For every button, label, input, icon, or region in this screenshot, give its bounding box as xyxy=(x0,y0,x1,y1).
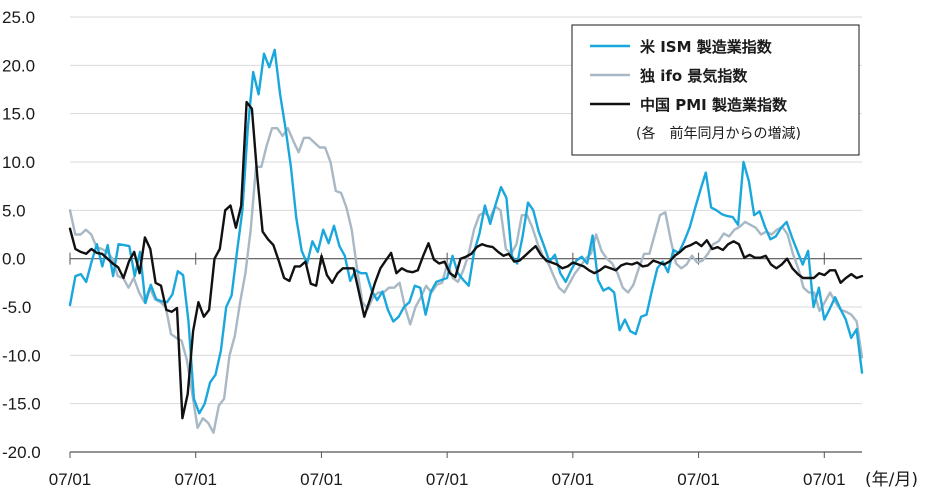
y-tick-label: 20.0 xyxy=(2,56,35,75)
series-line-ism xyxy=(68,48,864,415)
legend-label-ifo: 独 ifo 景気指数 xyxy=(640,67,748,85)
gridlines xyxy=(70,16,862,405)
x-tick-label: 07/01 xyxy=(426,470,469,489)
y-tick-label: -5.0 xyxy=(2,298,31,317)
x-tick-label: 07/01 xyxy=(300,470,343,489)
y-tick-label: 25.0 xyxy=(2,8,35,27)
legend-label-ism: 米 ISM 製造業指数 xyxy=(640,38,773,56)
x-unit-label: (年/月) xyxy=(865,470,918,490)
legend-label-pmi: 中国 PMI 製造業指数 xyxy=(640,96,788,114)
y-tick-label: 10.0 xyxy=(2,153,35,172)
x-tick-label: 07/01 xyxy=(174,470,217,489)
y-axis-ticks: 25.0 20.0 15.0 10.0 5.0 0.0 -5.0 -10.0 -15.0 -20.… xyxy=(2,8,41,462)
series-line-ifo xyxy=(68,126,864,434)
series-line-pmi xyxy=(68,100,864,420)
y-tick-label: 0.0 xyxy=(2,250,26,269)
series-lines xyxy=(68,48,864,434)
y-tick-label: -15.0 xyxy=(2,395,41,414)
y-tick-label: -10.0 xyxy=(2,346,41,365)
x-tick-label: 07/01 xyxy=(49,470,92,489)
x-tick-label: 07/01 xyxy=(803,470,846,489)
y-tick-label: -20.0 xyxy=(2,443,41,462)
x-tick-label: 07/01 xyxy=(552,470,595,489)
legend-note: (各 前年同月からの増減) xyxy=(636,125,801,142)
y-tick-label: 15.0 xyxy=(2,105,35,124)
x-axis: 07/01 07/01 07/01 07/01 07/01 07/01 07/01 xyxy=(49,252,862,489)
y-tick-label: 5.0 xyxy=(2,201,26,220)
legend: 米 ISM 製造業指数 独 ifo 景気指数 中国 PMI 製造業指数 (各 前… xyxy=(571,24,860,156)
x-tick-label: 07/01 xyxy=(677,470,720,489)
